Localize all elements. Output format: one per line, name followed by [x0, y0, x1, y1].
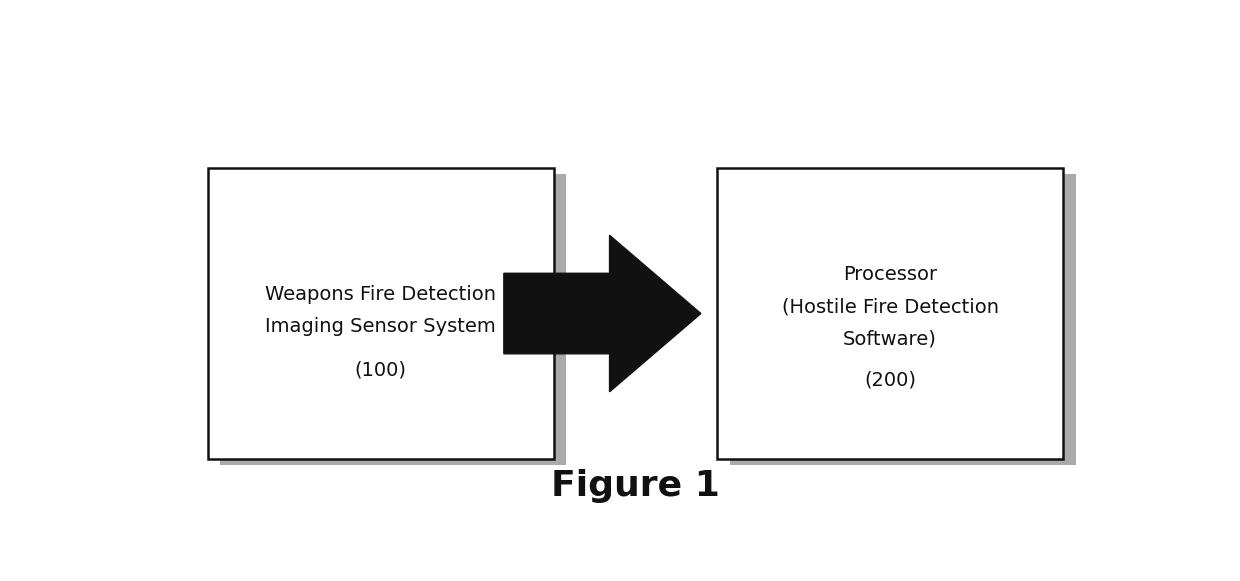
FancyBboxPatch shape: [729, 174, 1075, 465]
Text: Processor: Processor: [843, 266, 937, 284]
Polygon shape: [503, 235, 701, 392]
Text: Software): Software): [843, 330, 937, 349]
Text: Figure 1: Figure 1: [551, 469, 720, 503]
FancyBboxPatch shape: [717, 168, 1063, 459]
Text: Imaging Sensor System: Imaging Sensor System: [265, 317, 496, 336]
Text: (100): (100): [355, 360, 407, 379]
Text: (Hostile Fire Detection: (Hostile Fire Detection: [781, 297, 998, 317]
Text: Weapons Fire Detection: Weapons Fire Detection: [265, 285, 496, 304]
Text: (200): (200): [864, 371, 916, 390]
FancyBboxPatch shape: [221, 174, 567, 465]
FancyBboxPatch shape: [208, 168, 554, 459]
